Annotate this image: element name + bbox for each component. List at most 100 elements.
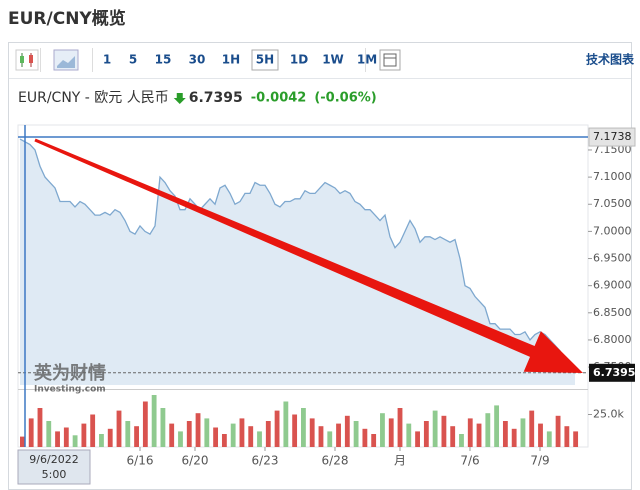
volume-bar bbox=[529, 410, 535, 447]
volume-bar bbox=[441, 415, 447, 447]
volume-tick-label: 25.0k bbox=[593, 408, 624, 421]
y-tick-label: 6.8500 bbox=[593, 306, 632, 319]
down-arrow bbox=[173, 93, 186, 104]
page-title: EUR/CNY概览 bbox=[8, 8, 126, 29]
interval-button[interactable]: 1 bbox=[103, 53, 111, 67]
area-icon[interactable] bbox=[53, 49, 79, 71]
interval-button[interactable]: 5H bbox=[256, 53, 274, 67]
volume-bar bbox=[107, 428, 113, 447]
volume-bar bbox=[37, 408, 43, 447]
crosshair-y-box bbox=[588, 127, 636, 147]
volume-bar bbox=[72, 435, 78, 447]
volume-bar bbox=[204, 418, 210, 447]
x-tick-label: 月 bbox=[394, 454, 406, 468]
interval-button[interactable]: 5 bbox=[129, 53, 137, 67]
volume-bar bbox=[538, 423, 543, 447]
volume-bar bbox=[520, 418, 526, 447]
volume-bar bbox=[257, 431, 262, 447]
x-tick-label: 7/9 bbox=[530, 454, 549, 468]
volume-bar bbox=[230, 423, 236, 447]
price-change-pct: (-0.06%) bbox=[314, 91, 376, 106]
volume-bar bbox=[239, 418, 245, 447]
volume-bar bbox=[380, 413, 385, 447]
volume-bar bbox=[186, 421, 192, 447]
x-tick-label: 6/23 bbox=[252, 454, 279, 468]
volume-bar bbox=[511, 428, 517, 447]
volume-bar bbox=[169, 423, 175, 447]
interval-button[interactable]: 1D bbox=[290, 53, 308, 67]
interval-button[interactable]: 30 bbox=[189, 53, 206, 67]
x-tick-label: 6/16 bbox=[127, 454, 154, 468]
volume-bar bbox=[336, 423, 341, 447]
volume-bar bbox=[564, 426, 570, 447]
volume-bar bbox=[546, 431, 552, 447]
volume-bar bbox=[573, 431, 579, 447]
x-tick-label: 6/28 bbox=[322, 454, 349, 468]
price-line bbox=[19, 138, 576, 374]
volume-bar bbox=[459, 434, 464, 447]
price-change: -0.0042 bbox=[251, 91, 307, 106]
crosshair-y-label: 7.1738 bbox=[593, 130, 632, 143]
volume-bar bbox=[221, 434, 227, 447]
volume-bar bbox=[502, 421, 508, 447]
layout-icon[interactable] bbox=[379, 49, 401, 71]
volume-bar bbox=[125, 421, 131, 447]
volume-bar bbox=[415, 431, 420, 447]
volume-bar bbox=[160, 408, 166, 447]
volume-bar bbox=[55, 431, 60, 447]
volume-bar bbox=[99, 434, 104, 447]
candle-icon[interactable] bbox=[15, 49, 39, 71]
y-tick-label: 7.0000 bbox=[593, 224, 632, 237]
volume-bar bbox=[274, 410, 280, 447]
x-tick-label: 7/6 bbox=[460, 454, 479, 468]
volume-bar bbox=[134, 426, 139, 447]
interval-button[interactable]: 15 bbox=[155, 53, 172, 67]
volume-bar bbox=[63, 427, 69, 447]
volume-bar bbox=[371, 434, 377, 447]
volume-bar bbox=[423, 421, 429, 447]
volume-bar bbox=[292, 414, 298, 447]
volume-bar bbox=[406, 423, 412, 447]
y-tick-label: 6.9000 bbox=[593, 279, 632, 292]
volume-bar bbox=[309, 418, 315, 447]
last-price-label: 6.7395 bbox=[593, 366, 635, 379]
interval-button[interactable]: 1M bbox=[357, 53, 377, 67]
volume-bar bbox=[90, 414, 96, 447]
volume-bar bbox=[301, 408, 306, 447]
volume-bar bbox=[213, 427, 219, 447]
volume-bar bbox=[151, 395, 157, 447]
volume-bar bbox=[432, 410, 438, 447]
volume-bar bbox=[476, 423, 482, 447]
volume-bar bbox=[327, 431, 333, 447]
tech-chart-link[interactable]: 技术图表 bbox=[586, 52, 635, 67]
volume-bar bbox=[353, 421, 359, 447]
volume-bar bbox=[20, 436, 25, 447]
interval-button[interactable]: 1W bbox=[322, 53, 344, 67]
y-tick-label: 7.1000 bbox=[593, 170, 632, 183]
volume-bar bbox=[467, 418, 473, 447]
volume-bar bbox=[46, 421, 52, 447]
price-area bbox=[20, 139, 575, 385]
y-tick-label: 6.8000 bbox=[593, 333, 632, 346]
x-tick-label: 6/20 bbox=[182, 454, 209, 468]
annotation-arrow bbox=[34, 138, 583, 373]
volume-bar bbox=[178, 431, 183, 447]
watermark: Investing.com bbox=[34, 385, 106, 395]
volume-bar bbox=[248, 426, 254, 447]
y-tick-label: 6.9500 bbox=[593, 252, 632, 265]
volume-bar bbox=[494, 405, 500, 447]
volume-bar bbox=[28, 418, 34, 447]
volume-bar bbox=[344, 415, 350, 447]
subtitle: EUR/CNY - 欧元 人民币 bbox=[18, 90, 169, 106]
last-price-box bbox=[589, 363, 635, 382]
volume-bar bbox=[388, 418, 394, 447]
volume-bar bbox=[283, 401, 289, 447]
plot: 7.15007.10007.05007.00006.95006.90006.85… bbox=[17, 124, 636, 485]
volume-bar bbox=[116, 410, 122, 447]
interval-button[interactable]: 1H bbox=[222, 53, 240, 67]
toolbar: 技术图表 1 5 15 30 1H 5H 1D 1W 1M bbox=[15, 48, 635, 72]
volume-bar bbox=[397, 408, 403, 447]
volume-bar bbox=[485, 413, 491, 447]
